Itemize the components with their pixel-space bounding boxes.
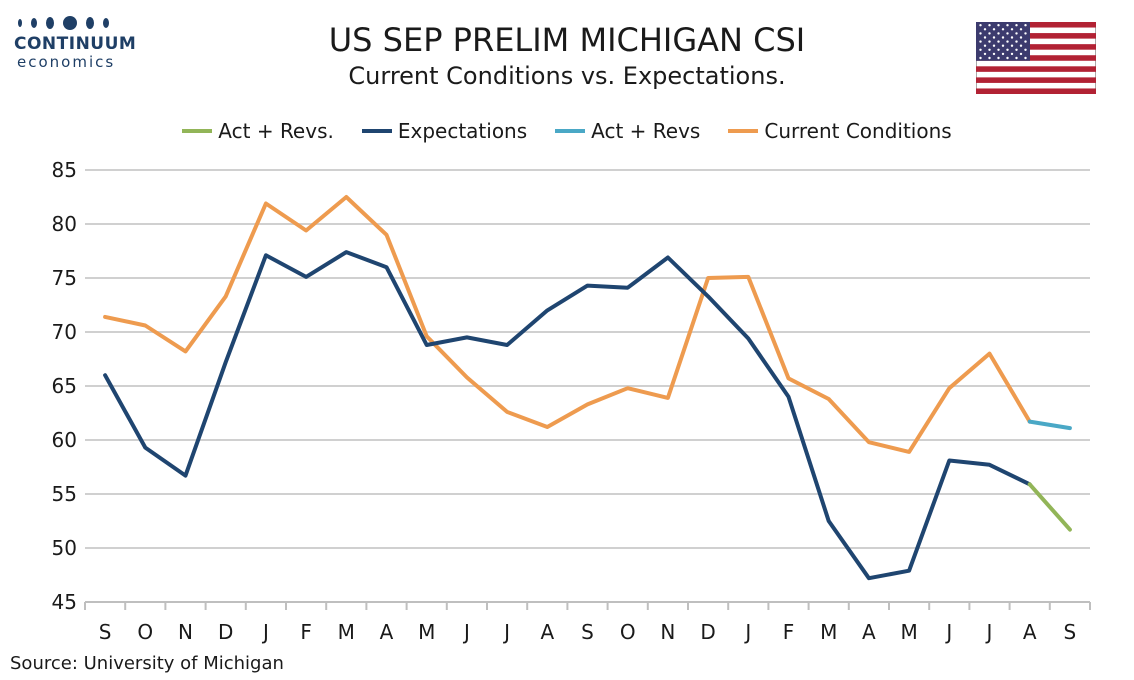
- x-tick-label: J: [944, 620, 952, 644]
- series-line-act-revs: [1027, 419, 1072, 431]
- series-line-expectations: [103, 250, 1032, 581]
- logo-dots: [18, 14, 134, 32]
- x-tick-label: M: [820, 620, 837, 644]
- x-tick-label: A: [1023, 620, 1037, 644]
- chart-subtitle: Current Conditions vs. Expectations.: [348, 62, 786, 90]
- x-tick-label: M: [900, 620, 917, 644]
- legend-swatch: [182, 129, 213, 133]
- y-tick-label: 60: [52, 428, 77, 452]
- series-line-act-revs: [1027, 482, 1072, 532]
- axes: [84, 601, 1091, 610]
- legend-item-act-revs-green: Act + Revs.: [182, 116, 334, 146]
- x-tick-label: A: [380, 620, 394, 644]
- y-tick-label: 85: [52, 158, 77, 182]
- gridlines: [85, 169, 1090, 549]
- y-tick-label: 80: [52, 212, 77, 236]
- y-tick-label: 45: [52, 590, 77, 614]
- x-tick-label: S: [1064, 620, 1077, 644]
- legend-label: Current Conditions: [764, 119, 952, 143]
- legend-swatch: [361, 129, 392, 133]
- legend-label: Act + Revs: [591, 119, 701, 143]
- logo-name: CONTINUUM: [14, 34, 137, 54]
- y-tick-label: 65: [52, 374, 77, 398]
- x-tick-label: D: [700, 620, 715, 644]
- chart-title: US SEP PRELIM MICHIGAN CSI: [328, 21, 806, 59]
- x-tick-label: S: [581, 620, 594, 644]
- x-tick-label: O: [620, 620, 636, 644]
- y-tick-label: 70: [52, 320, 77, 344]
- x-tick-label: J: [502, 620, 510, 644]
- legend-label: Act + Revs.: [218, 119, 334, 143]
- x-tick-label: J: [261, 620, 269, 644]
- x-tick-label: F: [300, 620, 312, 644]
- legend-item-current-conditions: Current Conditions: [728, 116, 952, 146]
- x-tick-label: D: [218, 620, 233, 644]
- y-tick-label: 55: [52, 482, 77, 506]
- x-tick-label: N: [660, 620, 675, 644]
- source-note: Source: University of Michigan: [10, 653, 284, 674]
- x-tick-label: F: [783, 620, 795, 644]
- x-tick-label: M: [338, 620, 355, 644]
- legend-item-act-revs-blue: Act + Revs: [555, 116, 700, 146]
- y-tick-label: 50: [52, 536, 77, 560]
- x-tick-label: J: [985, 620, 993, 644]
- continuum-logo: CONTINUUM economics: [14, 14, 137, 71]
- series-line-current-conditions: [103, 195, 1032, 454]
- legend-item-expectations: Expectations: [361, 116, 528, 146]
- chart-legend: Act + Revs. Expectations Act + Revs Curr…: [0, 116, 1134, 146]
- x-tick-label: O: [137, 620, 153, 644]
- legend-label: Expectations: [397, 119, 528, 143]
- logo-sub: economics: [17, 53, 116, 71]
- legend-swatch: [555, 129, 586, 133]
- y-tick-label: 75: [52, 266, 77, 290]
- x-tick-label: N: [178, 620, 193, 644]
- x-tick-label: S: [99, 620, 112, 644]
- series-lines: [103, 195, 1072, 581]
- x-tick-label: A: [862, 620, 876, 644]
- x-tick-label: M: [418, 620, 435, 644]
- legend-swatch: [728, 129, 759, 133]
- us-flag-icon: [976, 22, 1096, 94]
- x-tick-label: J: [462, 620, 470, 644]
- x-tick-label: J: [743, 620, 751, 644]
- x-tick-label: A: [540, 620, 554, 644]
